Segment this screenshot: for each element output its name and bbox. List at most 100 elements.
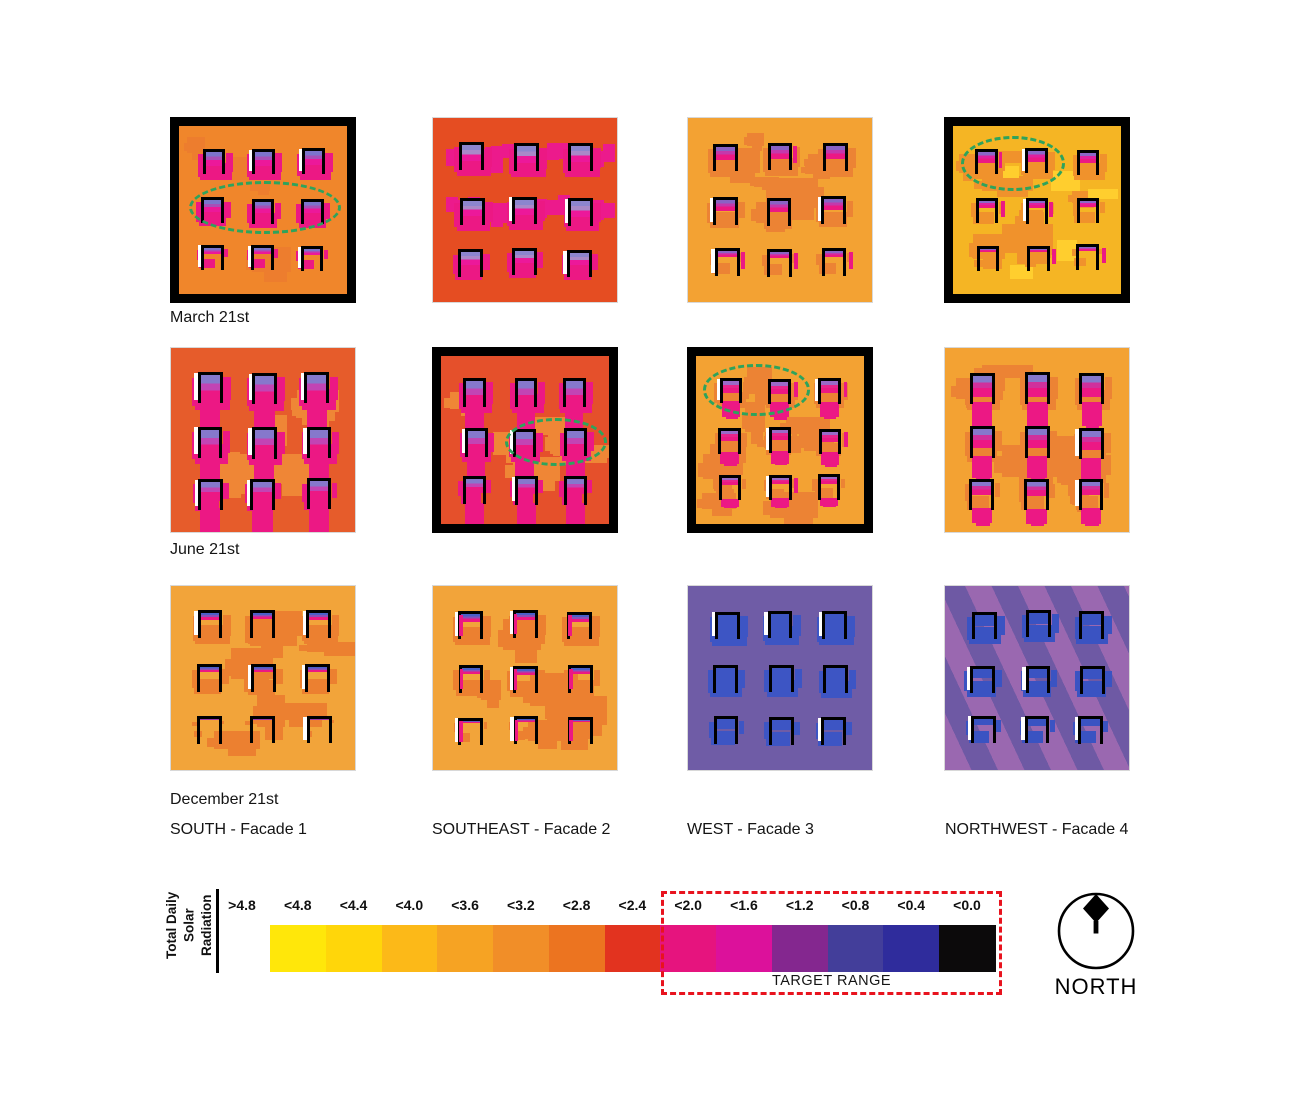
facade-patch [282,472,308,497]
facade-patch [206,737,223,748]
facade-patch [192,146,204,160]
facade-patch [264,708,284,719]
window-spill [520,516,534,524]
facade-patch [757,440,772,447]
window-shadow-blob [1022,250,1030,258]
window-fill [467,431,485,454]
window-fill [200,429,220,456]
legend-swatch [437,925,494,972]
window-fill [716,146,736,160]
window-frame [769,664,795,693]
window-white-edge [246,479,251,507]
window-shadow-blob [191,721,200,726]
window-pink-strip [569,668,573,690]
window-shadow-blob [1099,153,1107,172]
window-frame [1025,665,1051,694]
window-shadow-blob [276,668,283,685]
window-frame [197,478,223,511]
window-frame [251,244,274,270]
window-shadow-blob [1050,430,1057,451]
window-accent-strip [849,251,854,269]
window-shadow-blob [1104,615,1112,635]
window-pink-strip [459,721,463,742]
window-shadow-blob [741,432,747,447]
window-frame [458,249,484,278]
legend-swatch [660,925,717,972]
window-frame [821,717,846,745]
window-shadow-blob [994,430,1002,451]
window-shadow-blob [967,680,996,697]
window-white-edge [563,250,567,275]
window-frame [197,372,223,404]
facade-band-segment [546,143,559,160]
window-fill [972,668,992,679]
window-frame [250,610,276,638]
north-label: NORTH [1054,974,1138,999]
window-fill [199,719,219,721]
window-fill [466,478,483,494]
window-fill [305,151,322,166]
window-frame [515,476,538,505]
legend-swatch [939,925,996,972]
window-shadow-blob [1049,483,1055,498]
window-shadow-blob [813,433,821,451]
window-frame [306,426,332,459]
window-shadow-blob [1024,259,1037,267]
window-shadow-blob [486,479,492,493]
legend-divider-line [216,889,219,973]
window-white-edge [194,373,198,400]
window-shadow-blob [1077,681,1106,697]
facade-band-segment [546,200,559,216]
facade-tile-december-northwest [944,585,1130,771]
window-white-edge [301,372,305,400]
legend-tick-label: <2.8 [562,897,591,913]
window-accent-strip [741,251,746,269]
facade-surface [433,586,617,770]
window-white-edge [297,246,301,269]
window-frame [712,197,738,225]
window-white-edge [299,149,303,171]
col-label-northwest: NORTHWEST - Facade 4 [945,821,1129,838]
window-fill [820,477,838,484]
window-white-edge [967,716,972,740]
window-fill [516,613,535,621]
window-spill [774,411,787,420]
window-fill [975,614,994,626]
window-shadow-blob [537,382,545,404]
window-shadow-blob [222,431,231,454]
window-shadow-blob [455,264,483,280]
window-fill [770,613,790,629]
window-fill [567,479,584,494]
facade-patch [754,177,779,187]
window-shadow-blob [999,250,1003,256]
legend-tick-label: <4.8 [283,897,312,913]
window-white-edge [564,199,569,223]
facade-tile-june-south [170,347,356,533]
legend-tick-label: <3.2 [507,897,535,913]
window-fill [826,668,846,682]
facade-patch [1068,195,1077,203]
window-fill [461,614,480,622]
window-spill [724,503,737,509]
legend-swatch [381,925,438,972]
row-label-march: March 21st [170,309,250,326]
window-frame [306,610,332,638]
window-frame [512,196,538,225]
window-shadow-blob [538,147,547,169]
facade-band-segment [445,197,458,213]
legend-title-line2: Solar [181,908,197,942]
window-fill [771,719,791,730]
window-white-edge [198,245,202,267]
facade-surface [179,126,347,294]
window-frame [823,665,849,693]
window-shadow-blob [331,720,335,724]
window-fill [565,380,583,406]
facade-band-segment [502,144,514,158]
window-fill [200,613,220,620]
window-shadow-blob [1103,720,1109,732]
window-fill [461,667,481,674]
facade-tile-march-west [687,117,873,303]
window-shadow-blob [766,679,799,698]
window-fill [570,614,590,623]
window-frame [196,716,222,744]
